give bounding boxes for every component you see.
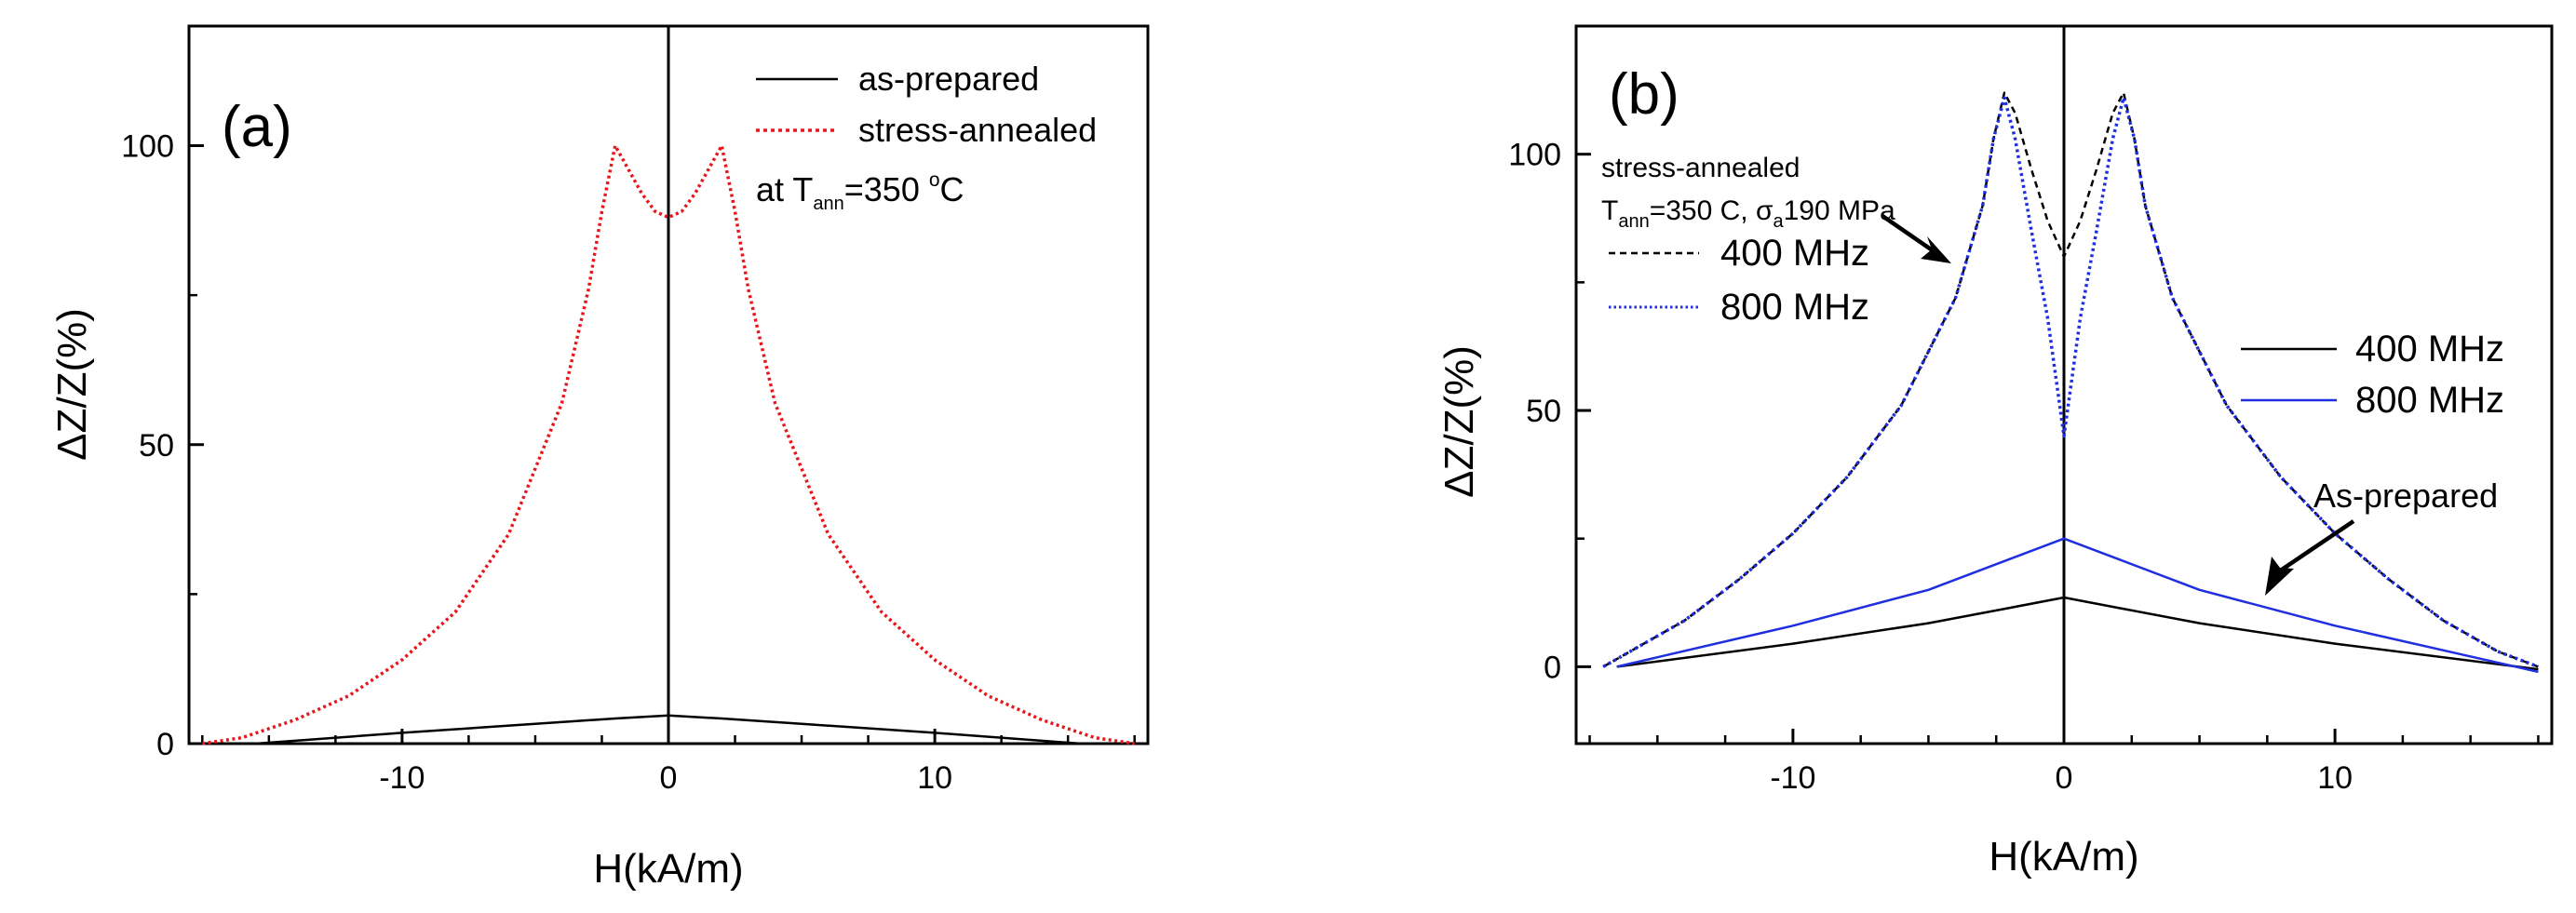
panel-a-series-stress-annealed xyxy=(202,143,1135,745)
panel-a-legend: as-prepared stress-annealed xyxy=(756,60,1097,149)
panel-a-ylabel: ΔZ/Z(%) xyxy=(49,308,95,461)
panel-b-series-as-prepared-400-mhz xyxy=(1616,596,2539,671)
legend-annealed-title: stress-annealed xyxy=(1601,153,1800,183)
panel-b-xtick-label: 10 xyxy=(2317,760,2353,796)
legend-label-annealed-800: 800 MHz xyxy=(1720,287,1869,328)
panel-b-xtick-label: 0 xyxy=(2056,760,2073,796)
panel-a-ytick-label: 50 xyxy=(139,428,174,463)
panel-b-ylabel: ΔZ/Z(%) xyxy=(1436,345,1482,498)
legend-label-as-prepared: as-prepared xyxy=(858,60,1039,98)
panel-a-xlabel: H(kA/m) xyxy=(593,846,743,892)
legend-label-stress-annealed: stress-annealed xyxy=(858,111,1097,149)
panel-b-series xyxy=(1602,91,2540,674)
legend-label-annealed-400: 400 MHz xyxy=(1720,233,1869,274)
panel-b-xtick-label: -10 xyxy=(1770,760,1815,796)
panel-b-legend-annealed: stress-annealed Tann=350 C, σa190 MPa 40… xyxy=(1601,153,1895,328)
panel-a-xtick-label: -10 xyxy=(379,760,425,796)
as-prepared-arrow-line xyxy=(2277,519,2355,573)
as-prepared-annotation: As-prepared xyxy=(2313,477,2498,515)
as-prepared-arrow-head xyxy=(2265,557,2294,596)
legend-annealed-condition: Tann=350 C, σa190 MPa xyxy=(1601,195,1895,232)
panel-b-legend-asprepared: 400 MHz 800 MHz xyxy=(2241,329,2504,421)
panel-b-ytick-label: 0 xyxy=(1544,650,1561,685)
legend-label-asprep-800: 800 MHz xyxy=(2355,380,2504,421)
panel-a-ytick-label: 100 xyxy=(121,129,174,165)
panel-b-xlabel: H(kA/m) xyxy=(1989,834,2138,879)
panel-b-label: (b) xyxy=(1609,62,1679,127)
panel-b-series-as-prepared-800-mhz xyxy=(1616,537,2539,674)
legend-label-asprep-400: 400 MHz xyxy=(2355,329,2504,369)
panel-b-ytick-label: 50 xyxy=(1526,394,1561,429)
panel-a-series-as-prepared xyxy=(255,714,1082,745)
panel-a-xtick-label: 0 xyxy=(660,760,678,796)
panel-b-series-stress-annealed-800-mhz xyxy=(1602,96,2540,669)
panel-a-label: (a) xyxy=(222,95,292,159)
annealed-arrow-line xyxy=(1881,214,1938,255)
panel-a-series xyxy=(202,143,1135,745)
panel-a-annotation: at Tann=350 oC xyxy=(756,169,964,214)
panel-b-ytick-label: 100 xyxy=(1508,138,1561,173)
panel-a-xtick-label: 10 xyxy=(917,760,952,796)
panel-a-ytick-label: 0 xyxy=(156,727,174,762)
annealed-arrow-head xyxy=(1921,236,1951,263)
